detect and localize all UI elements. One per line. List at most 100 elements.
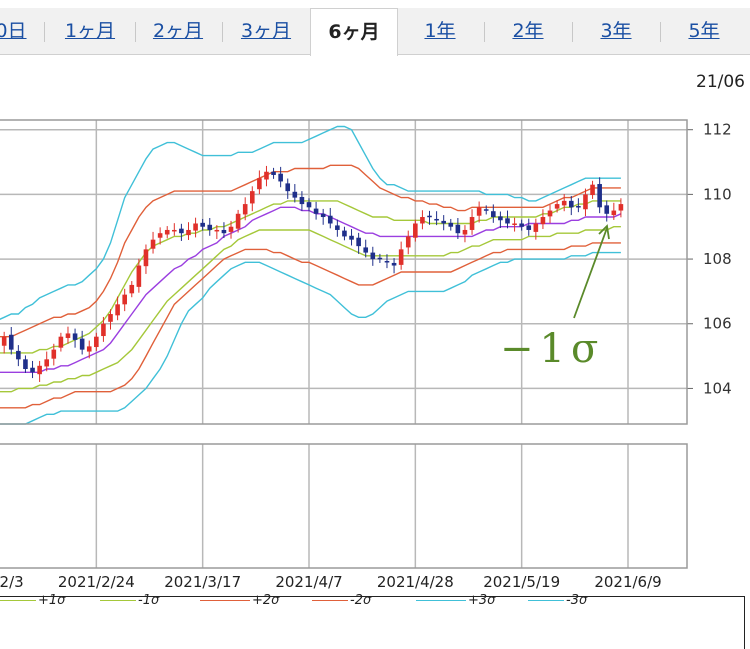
- candle-body: [94, 336, 99, 348]
- band-line: [0, 164, 621, 338]
- tab-separator: [222, 22, 223, 42]
- tab-1-month[interactable]: 1ヶ月: [64, 20, 116, 42]
- candle-body: [242, 204, 248, 215]
- candle-body: [179, 228, 184, 234]
- candle-body: [313, 208, 319, 214]
- candle-body: [349, 235, 354, 240]
- candle-body: [604, 205, 610, 214]
- candle-body: [455, 224, 461, 234]
- candle-body: [547, 210, 553, 217]
- candle-body: [469, 217, 475, 230]
- tab-5-years[interactable]: 5年: [688, 20, 720, 42]
- candle-body: [420, 217, 425, 224]
- candle-body: [491, 211, 496, 218]
- tab-3-months[interactable]: 3ヶ月: [240, 20, 292, 42]
- tab-1-year[interactable]: 1年: [424, 20, 456, 42]
- candle-body: [150, 239, 156, 249]
- x-tick-label: 2021/2/24: [58, 573, 135, 591]
- tab-2-months[interactable]: 2ヶ月: [152, 20, 204, 42]
- date-label: 21/06: [696, 72, 745, 92]
- candle-body: [37, 365, 42, 375]
- candle-body: [292, 191, 298, 198]
- candle-body: [554, 204, 560, 209]
- candle-body: [23, 359, 28, 370]
- candles: [1, 165, 624, 382]
- candle-body: [136, 265, 142, 287]
- candle-body: [299, 196, 305, 205]
- candle-body: [618, 204, 624, 211]
- candle-body: [568, 200, 574, 208]
- candle-body: [115, 304, 120, 316]
- tab-6-months[interactable]: 6ヶ月: [310, 8, 398, 56]
- y-tick-label: 106: [703, 315, 732, 333]
- y-tick-label: 112: [703, 121, 732, 139]
- candle-body: [533, 223, 539, 232]
- candle-body: [413, 223, 418, 238]
- candle-body: [58, 336, 64, 348]
- tab-0-days[interactable]: 0日: [0, 20, 27, 42]
- candle-body: [51, 349, 57, 359]
- candle-body: [434, 218, 439, 221]
- candle-body: [44, 359, 50, 367]
- annotation-arrow-head: [598, 224, 610, 240]
- price-panel-frame: [0, 119, 688, 425]
- candle-body: [221, 229, 227, 234]
- candle-body: [264, 171, 269, 180]
- candle-body: [583, 194, 588, 210]
- candle-body: [214, 229, 220, 232]
- tab-separator: [660, 22, 661, 42]
- candle-body: [86, 346, 92, 352]
- legend-entry: +3σ: [416, 593, 495, 608]
- tab-3-years[interactable]: 3年: [600, 20, 632, 42]
- candle-body: [79, 338, 85, 350]
- candle-body: [377, 257, 383, 260]
- x-tick-label: 2021/3/17: [164, 573, 241, 591]
- candle-body: [228, 226, 234, 232]
- candle-body: [427, 215, 432, 218]
- legend-entry: -2σ: [312, 593, 371, 608]
- legend-entry: -1σ: [100, 593, 159, 608]
- candle-body: [1, 336, 7, 346]
- candle-body: [157, 233, 163, 238]
- candle-body: [257, 178, 262, 190]
- candle-body: [370, 252, 376, 260]
- band-line: [0, 225, 621, 393]
- candle-body: [193, 223, 198, 231]
- candle-body: [8, 334, 14, 350]
- candle-body: [235, 213, 241, 229]
- candle-body: [391, 262, 397, 266]
- tab-separator: [572, 22, 573, 42]
- legend-entry: -3σ: [528, 593, 587, 608]
- candle-body: [320, 213, 326, 218]
- candle-body: [590, 184, 595, 196]
- candle-body: [561, 200, 567, 206]
- candle-body: [405, 236, 411, 248]
- tab-separator: [44, 22, 45, 42]
- candle-body: [597, 184, 602, 208]
- band-line: [0, 251, 621, 425]
- legend-entry: +2σ: [200, 593, 279, 608]
- tab-2-years[interactable]: 2年: [512, 20, 544, 42]
- candle-body: [384, 261, 390, 263]
- legend-entry: +1σ: [0, 593, 65, 608]
- candle-body: [540, 217, 546, 225]
- candle-body: [207, 224, 213, 230]
- candle-body: [249, 191, 255, 204]
- x-tick-label: 2021/4/7: [275, 573, 342, 591]
- candle-body: [512, 223, 517, 225]
- candle-body: [327, 215, 333, 224]
- candle-body: [335, 225, 340, 230]
- annotation-arrow: [573, 224, 610, 319]
- candle-body: [271, 171, 276, 175]
- candle-body: [72, 333, 78, 340]
- band-line: [0, 125, 621, 320]
- candle-body: [306, 202, 312, 208]
- candle-body: [108, 314, 113, 322]
- plot-frame: [0, 119, 688, 569]
- x-tick-label: 2021/6/9: [594, 573, 661, 591]
- tab-separator: [135, 22, 136, 42]
- x-tick-label: 2021/4/28: [377, 573, 454, 591]
- candle-body: [462, 229, 468, 235]
- x-tick-label: 2021/5/19: [483, 573, 560, 591]
